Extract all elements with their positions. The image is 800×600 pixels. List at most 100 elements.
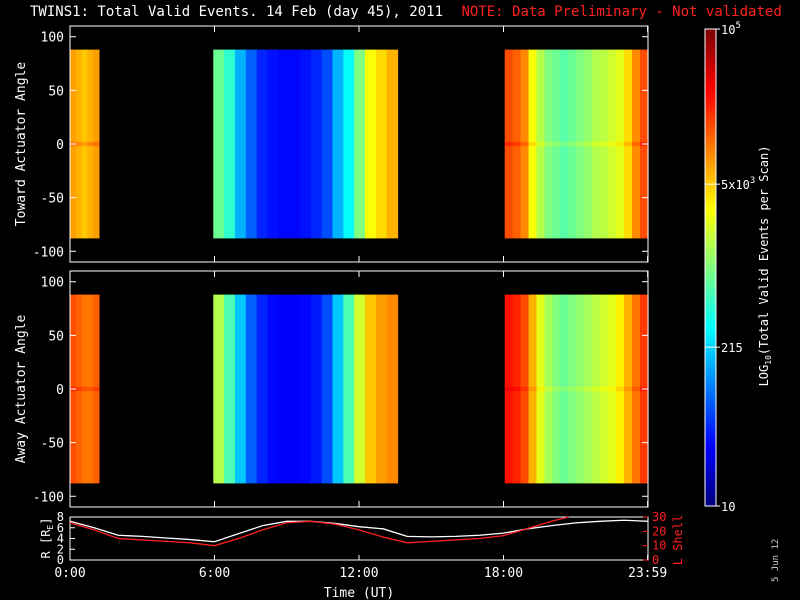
away-center-band-2-0: [504, 386, 514, 392]
colorbar-step: [705, 56, 716, 62]
colorbar-step: [705, 426, 716, 432]
colorbar-step: [705, 402, 716, 408]
toward-center-band-2-2: [520, 141, 530, 147]
away-cell-1-14: [365, 294, 377, 484]
colorbar-step: [705, 283, 716, 288]
toward-center-band-2-8: [568, 141, 577, 147]
colorbar-step: [705, 255, 716, 261]
colorbar-step: [705, 120, 716, 125]
colorbar-step: [705, 446, 716, 451]
toward-center-band-2-16: [632, 141, 641, 147]
colorbar-step: [705, 104, 716, 110]
away-ytick-label: -100: [33, 490, 64, 505]
colorbar-step: [705, 239, 716, 245]
colorbar-step: [705, 116, 716, 122]
colorbar-step: [705, 490, 716, 495]
colorbar-step: [705, 307, 716, 312]
toward-ytick-label: 100: [41, 31, 64, 46]
away-ylabel: Away Actuator Angle: [14, 314, 29, 463]
colorbar-step: [705, 370, 716, 376]
orbit-left-label: R [RE]: [39, 518, 55, 559]
colorbar-step: [705, 271, 716, 277]
away-cell-1-13: [354, 294, 366, 484]
colorbar-step: [705, 418, 716, 424]
colorbar-step: [705, 100, 716, 106]
colorbar-tick-label: 215: [721, 341, 743, 355]
colorbar-step: [705, 303, 716, 308]
colorbar-step: [705, 434, 716, 440]
toward-center-band-2-14: [616, 141, 625, 147]
toward-cell-1-15: [375, 49, 388, 239]
preliminary-note: NOTE: Data Preliminary - Not validated: [461, 4, 782, 20]
away-center-band-2-13: [608, 386, 617, 392]
colorbar-step: [705, 207, 716, 213]
toward-center-band-2-5: [544, 141, 554, 147]
toward-cell-1-1: [224, 49, 236, 239]
away-ytick-label: -50: [41, 437, 64, 452]
orbit-left-tick-label: 8: [57, 510, 64, 524]
colorbar-step: [705, 474, 716, 479]
orbit-right-tick-label: 0: [652, 553, 659, 567]
toward-center-band-2-12: [600, 141, 609, 147]
colorbar-step: [705, 211, 716, 217]
colorbar-step: [705, 88, 716, 94]
away-cell-1-7: [289, 294, 301, 484]
colorbar-step: [705, 450, 716, 455]
colorbar-step: [705, 168, 716, 173]
toward-cell-1-3: [245, 49, 258, 239]
colorbar-step: [705, 287, 716, 292]
colorbar-tick-label: 10: [721, 500, 735, 514]
colorbar-step: [705, 498, 716, 503]
colorbar-step: [705, 251, 716, 257]
colorbar-step: [705, 378, 716, 384]
colorbar-step: [705, 76, 716, 82]
away-center-band-2-5: [544, 386, 554, 392]
colorbar-step: [705, 299, 716, 304]
colorbar-step: [705, 191, 716, 197]
toward-cell-1-6: [278, 49, 290, 239]
colorbar-step: [705, 112, 716, 118]
colorbar-step: [705, 406, 716, 412]
colorbar-step: [705, 319, 716, 324]
colorbar-step: [705, 267, 716, 273]
away-center-band-2-6: [552, 386, 562, 392]
away-center-band-2-2: [520, 386, 530, 392]
colorbar-step: [705, 172, 716, 177]
colorbar-step: [705, 176, 716, 181]
colorbar-step: [705, 144, 716, 149]
colorbar-step: [705, 414, 716, 420]
away-ytick-label: 0: [56, 383, 64, 398]
toward-center-band-2-4: [536, 141, 546, 147]
colorbar-step: [705, 68, 716, 74]
colorbar-tick-label: 5x103: [721, 176, 755, 192]
toward-ytick-label: -50: [41, 192, 64, 207]
colorbar-step: [705, 442, 716, 447]
toward-center-band-2-0: [504, 141, 514, 147]
toward-center-band-2-13: [608, 141, 617, 147]
toward-cell-1-7: [289, 49, 301, 239]
toward-cell-1-5: [267, 49, 279, 239]
orbit-left-tick-label: 0: [57, 553, 64, 567]
colorbar-step: [705, 462, 716, 467]
orbit-xtick-label: 6:00: [199, 566, 230, 581]
colorbar-step: [705, 215, 716, 221]
orbit-left-tick-label: 6: [57, 521, 64, 535]
colorbar-step: [705, 279, 716, 284]
colorbar-step: [705, 223, 716, 229]
colorbar-step: [705, 128, 716, 133]
away-ytick-label: 100: [41, 276, 64, 291]
away-cell-1-0: [213, 294, 225, 484]
colorbar-step: [705, 339, 716, 344]
colorbar-step: [705, 72, 716, 78]
colorbar-step: [705, 227, 716, 233]
colorbar-step: [705, 374, 716, 380]
colorbar-step: [705, 52, 716, 58]
toward-cell-1-9: [310, 49, 323, 239]
orbit-panel-frame: [69, 516, 649, 561]
colorbar-step: [705, 482, 716, 487]
colorbar-step: [705, 32, 716, 38]
toward-center-band-2-6: [552, 141, 562, 147]
colorbar-step: [705, 331, 716, 336]
away-cell-1-11: [332, 294, 344, 484]
toward-ylabel: Toward Actuator Angle: [14, 62, 29, 227]
